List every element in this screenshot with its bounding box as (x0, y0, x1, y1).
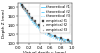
theoretical f1 (20, 3, 21, 4)
empirical f1 (23, 6, 24, 7)
empirical f3 (70, 42, 71, 43)
theoretical f3 (32, 22, 33, 23)
empirical f2 (62, 39, 63, 40)
empirical f1 (38, 24, 39, 25)
empirical f1 (26, 11, 27, 12)
theoretical f2 (32, 21, 33, 22)
theoretical f2 (71, 42, 73, 43)
empirical f3 (50, 34, 51, 35)
theoretical f3 (66, 42, 67, 43)
Line: theoretical f2: theoretical f2 (21, 4, 72, 43)
theoretical f1 (44, 31, 46, 32)
empirical f1 (28, 14, 30, 15)
empirical f2 (55, 36, 57, 37)
empirical f1 (22, 5, 23, 6)
empirical f2 (34, 22, 36, 23)
empirical f3 (32, 19, 33, 20)
theoretical f2 (20, 4, 21, 5)
theoretical f3 (58, 40, 59, 41)
X-axis label: Virtual depth v (mm): Virtual depth v (mm) (23, 51, 67, 53)
empirical f2 (22, 6, 24, 7)
empirical f2 (31, 18, 33, 19)
theoretical f2 (44, 32, 46, 33)
theoretical f3 (35, 26, 36, 27)
theoretical f1 (58, 37, 59, 38)
theoretical f3 (27, 15, 28, 16)
theoretical f3 (71, 43, 73, 44)
theoretical f2 (23, 7, 24, 8)
Y-axis label: Depth Z (mm): Depth Z (mm) (2, 8, 6, 38)
theoretical f2 (27, 14, 28, 15)
theoretical f1 (29, 16, 30, 17)
empirical f3 (35, 23, 37, 24)
empirical f3 (27, 13, 28, 14)
empirical f3 (29, 16, 31, 17)
empirical f2 (48, 33, 50, 34)
empirical f1 (67, 40, 68, 41)
empirical f1 (54, 35, 56, 36)
theoretical f1 (50, 34, 51, 35)
empirical f2 (23, 7, 25, 8)
theoretical f1 (26, 10, 27, 11)
empirical f1 (31, 17, 32, 18)
theoretical f1 (23, 6, 24, 7)
Line: theoretical f3: theoretical f3 (21, 6, 72, 43)
theoretical f2 (29, 17, 30, 18)
empirical f1 (60, 38, 62, 39)
empirical f2 (25, 9, 26, 10)
theoretical f2 (39, 28, 40, 29)
empirical f3 (39, 27, 40, 28)
empirical f3 (23, 7, 24, 8)
empirical f2 (28, 15, 30, 16)
theoretical f1 (35, 23, 36, 24)
empirical f3 (25, 11, 27, 12)
empirical f1 (48, 32, 50, 33)
Legend: theoretical f1, theoretical f2, theoretical f3, empirical f1, empirical f2, empi: theoretical f1, theoretical f2, theoreti… (40, 4, 70, 33)
theoretical f3 (22, 7, 23, 8)
empirical f3 (63, 40, 65, 41)
empirical f3 (44, 30, 46, 31)
theoretical f3 (24, 10, 25, 11)
theoretical f2 (50, 35, 51, 36)
empirical f1 (43, 28, 44, 29)
empirical f2 (26, 12, 28, 13)
empirical f2 (43, 29, 45, 30)
empirical f2 (38, 25, 40, 26)
Line: theoretical f1: theoretical f1 (21, 4, 72, 41)
empirical f1 (34, 21, 36, 22)
theoretical f3 (23, 8, 24, 9)
empirical f2 (68, 41, 70, 42)
theoretical f2 (26, 11, 27, 12)
